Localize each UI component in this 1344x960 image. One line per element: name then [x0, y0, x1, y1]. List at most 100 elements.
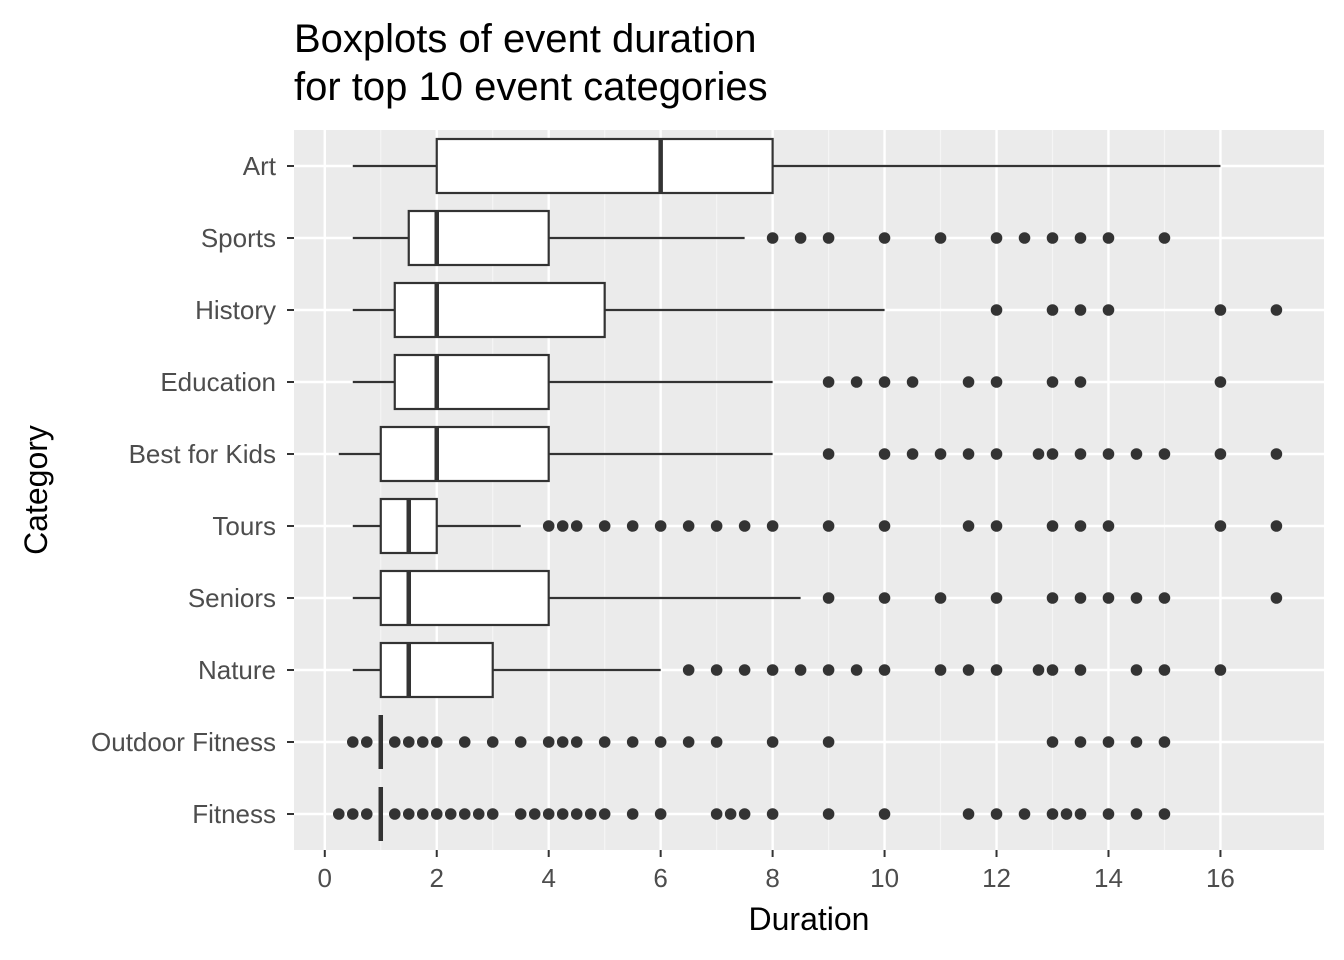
outlier-point	[1074, 448, 1087, 460]
box-iqr	[435, 137, 774, 195]
outlier-point	[654, 736, 667, 748]
chart-title-line-2: for top 10 event categories	[294, 65, 768, 109]
outlier-point	[1046, 592, 1059, 604]
outlier-point	[598, 520, 611, 532]
outlier-point	[346, 736, 359, 748]
outlier-point	[556, 808, 569, 820]
outlier-point	[402, 736, 415, 748]
boxplot-nature	[352, 641, 1227, 699]
outlier-point	[472, 808, 485, 820]
outlier-point	[766, 520, 779, 532]
outlier-point	[556, 736, 569, 748]
outlier-point	[1018, 232, 1031, 244]
outlier-point	[1074, 736, 1087, 748]
outlier-point	[542, 808, 555, 820]
x-tick-label: 10	[870, 863, 899, 893]
outlier-point	[1046, 376, 1059, 388]
outlier-point	[962, 808, 975, 820]
outlier-point	[738, 664, 751, 676]
outlier-point	[1270, 304, 1283, 316]
outlier-point	[990, 592, 1003, 604]
outlier-point	[458, 808, 471, 820]
outlier-point	[1046, 448, 1059, 460]
outlier-point	[878, 592, 891, 604]
y-axis: Art Sports History Education Best for Kids To…	[91, 151, 294, 829]
y-axis-title: Category	[18, 425, 54, 555]
outlier-point	[766, 736, 779, 748]
x-tick-label: 2	[430, 863, 444, 893]
outlier-point	[514, 808, 527, 820]
outlier-point	[1158, 736, 1171, 748]
outlier-point	[738, 520, 751, 532]
boxplot-outdoor-fitness	[346, 715, 1171, 769]
outlier-point	[626, 808, 639, 820]
outlier-point	[388, 736, 401, 748]
outlier-point	[990, 232, 1003, 244]
outlier-point	[626, 736, 639, 748]
outlier-point	[1032, 448, 1045, 460]
outlier-point	[1018, 808, 1031, 820]
outlier-point	[1102, 808, 1115, 820]
outlier-point	[934, 448, 947, 460]
outlier-point	[682, 664, 695, 676]
outlier-point	[682, 520, 695, 532]
boxplot-seniors	[352, 569, 1283, 627]
outlier-point	[1130, 592, 1143, 604]
outlier-point	[1130, 808, 1143, 820]
y-tick-label: Art	[243, 151, 277, 181]
outlier-point	[1214, 520, 1227, 532]
outlier-point	[1130, 448, 1143, 460]
outlier-point	[934, 232, 947, 244]
grid-lines	[294, 130, 1324, 850]
outlier-point	[766, 808, 779, 820]
outlier-point	[1158, 808, 1171, 820]
y-tick-label: Best for Kids	[129, 439, 276, 469]
outlier-point	[542, 736, 555, 748]
x-tick-label: 8	[765, 863, 779, 893]
outlier-point	[990, 664, 1003, 676]
boxplot-tours	[352, 497, 1283, 555]
outlier-point	[1102, 448, 1115, 460]
outlier-point	[570, 808, 583, 820]
outlier-point	[1158, 448, 1171, 460]
outlier-point	[1158, 232, 1171, 244]
outlier-point	[710, 736, 723, 748]
box-iqr	[393, 353, 550, 411]
outlier-point	[1158, 664, 1171, 676]
outlier-point	[766, 664, 779, 676]
chart-title-line-1: Boxplots of event duration	[294, 17, 757, 61]
outlier-point	[1270, 520, 1283, 532]
outlier-point	[1214, 448, 1227, 460]
outlier-point	[962, 376, 975, 388]
outlier-point	[822, 736, 835, 748]
outlier-point	[710, 808, 723, 820]
outlier-point	[1102, 520, 1115, 532]
outlier-point	[346, 808, 359, 820]
outlier-point	[1074, 232, 1087, 244]
outlier-point	[990, 520, 1003, 532]
outlier-point	[1214, 664, 1227, 676]
outlier-point	[822, 376, 835, 388]
outlier-point	[388, 808, 401, 820]
box-iqr	[379, 641, 494, 699]
outlier-point	[1074, 304, 1087, 316]
outlier-point	[990, 304, 1003, 316]
outlier-point	[444, 808, 457, 820]
outlier-point	[850, 376, 863, 388]
outlier-point	[794, 664, 807, 676]
y-tick-label: Outdoor Fitness	[91, 727, 276, 757]
outlier-point	[822, 232, 835, 244]
outlier-point	[654, 808, 667, 820]
outlier-point	[514, 736, 527, 748]
outlier-point	[626, 520, 639, 532]
outlier-point	[1074, 808, 1087, 820]
outlier-point	[878, 520, 891, 532]
boxplots	[332, 137, 1283, 841]
boxplot-history	[352, 281, 1283, 339]
outlier-point	[710, 520, 723, 532]
outlier-point	[766, 232, 779, 244]
outlier-point	[584, 808, 597, 820]
outlier-point	[962, 448, 975, 460]
outlier-point	[570, 520, 583, 532]
outlier-point	[1032, 664, 1045, 676]
